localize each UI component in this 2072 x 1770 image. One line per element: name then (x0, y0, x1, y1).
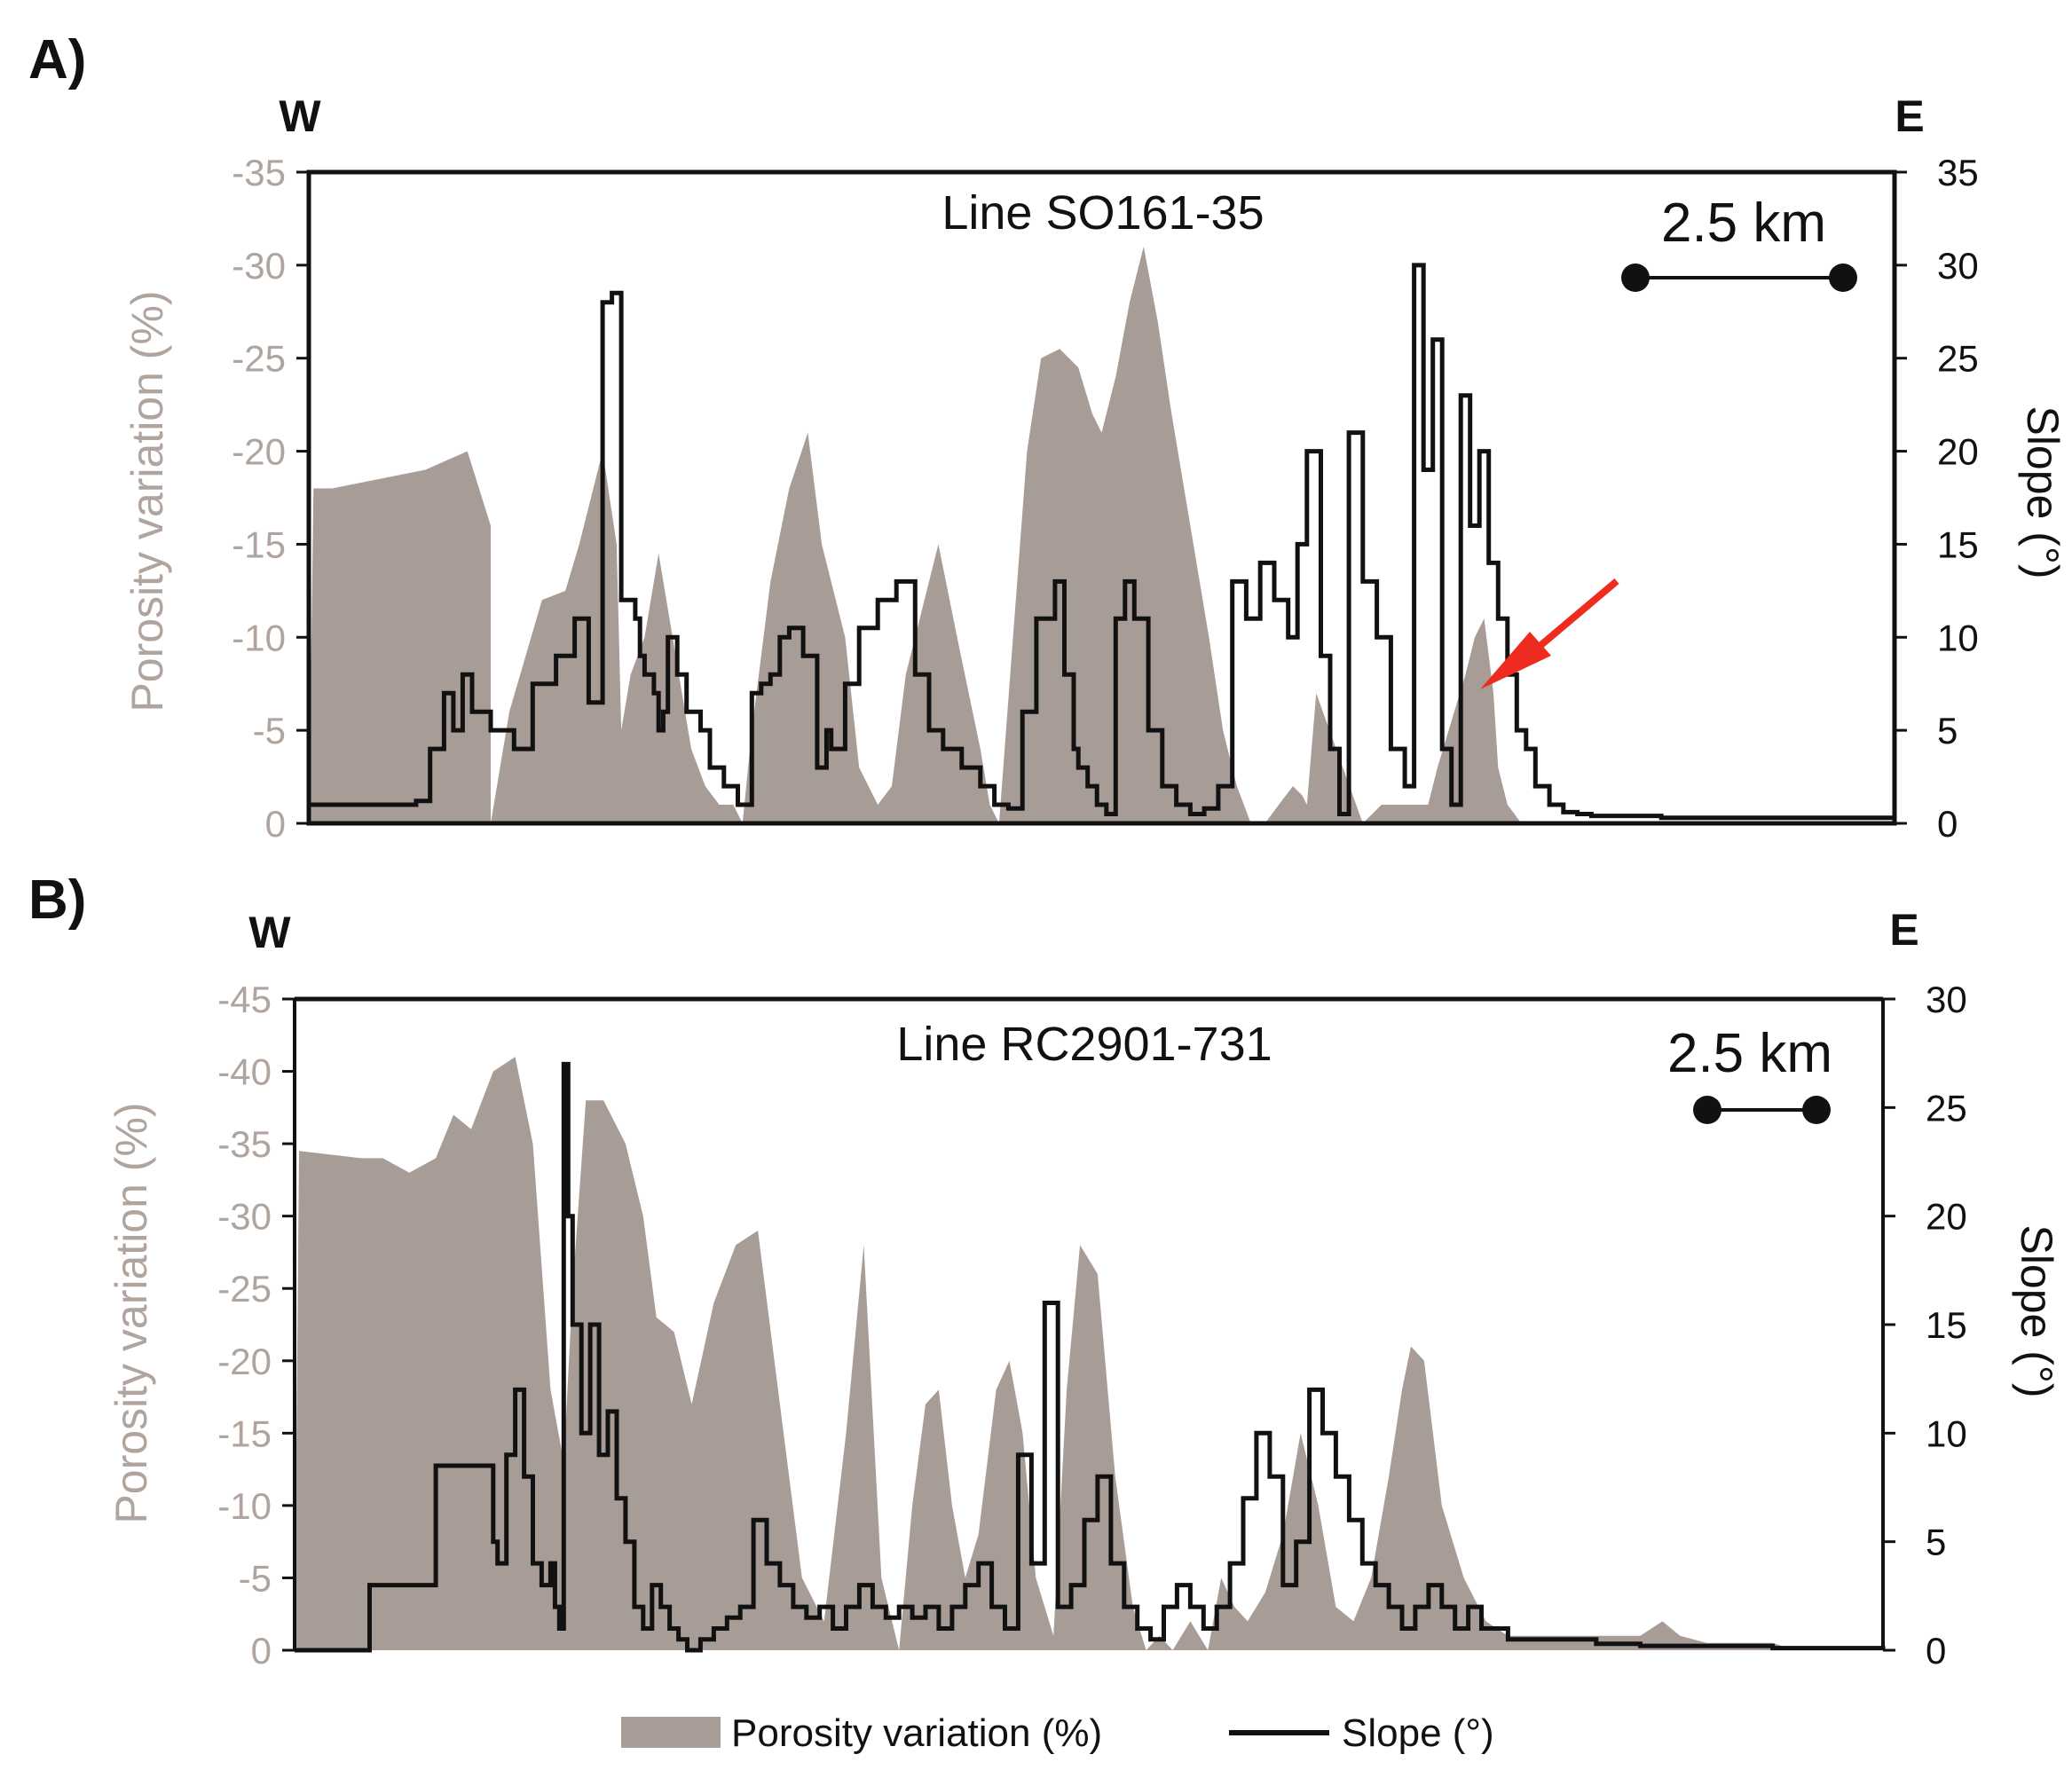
panel-a-left-ticks: -35 -30 -25 -20 -15 -10 -5 0 (232, 152, 309, 845)
right-tick-label: 25 (1937, 338, 1979, 380)
left-tick-label: -25 (217, 1268, 272, 1310)
panel-b-slope-line (295, 1061, 1886, 1653)
panel-a-west-label: W (279, 91, 321, 141)
panel-a: A) W E -35 -30 -25 -20 -15 -10 -5 0 35 30 25 20 15 1… (28, 29, 2068, 845)
right-tick-label: 25 (1926, 1087, 1967, 1129)
panel-a-slope-line (309, 263, 1895, 821)
left-tick-label: -10 (232, 617, 286, 658)
left-tick-label: 0 (251, 1630, 272, 1672)
panel-b-east-label: E (1889, 905, 1918, 955)
panel-b-label: B) (28, 869, 86, 931)
legend: Porosity variation (%) Slope (°) (621, 1711, 1494, 1755)
left-tick-label: -15 (232, 523, 286, 565)
panel-a-plot-frame (306, 169, 1897, 826)
right-tick-label: 30 (1937, 245, 1979, 287)
left-tick-label: -10 (217, 1485, 272, 1527)
right-tick-label: 0 (1937, 803, 1958, 845)
legend-porosity-swatch (621, 1717, 721, 1748)
left-tick-label: -45 (217, 979, 272, 1020)
right-tick-label: 10 (1926, 1412, 1967, 1454)
panel-b-right-ticks: 30 25 20 15 10 5 0 (1883, 979, 1967, 1672)
legend-porosity-label: Porosity variation (%) (731, 1711, 1102, 1755)
left-tick-label: -5 (253, 710, 286, 751)
left-tick-label: -15 (217, 1412, 272, 1454)
left-tick-label: -20 (217, 1341, 272, 1382)
panel-b-west-label: W (248, 908, 291, 957)
panel-a-right-ticks: 35 30 25 20 15 10 5 0 (1895, 152, 1979, 845)
panel-a-scale-bar: 2.5 km (1621, 193, 1857, 292)
right-tick-label: 15 (1926, 1304, 1967, 1346)
panel-a-title: Line SO161-35 (941, 186, 1264, 240)
panel-b: B) W E -45 -40 -35 -30 -25 -20 -15 -10 -5 0 30 25 2… (28, 869, 2061, 1672)
right-tick-label: 35 (1937, 152, 1979, 193)
panel-a-scale-label: 2.5 km (1661, 193, 1826, 254)
panel-b-left-axis-label: Porosity variation (%) (106, 1102, 156, 1523)
left-tick-label: -25 (232, 338, 286, 380)
left-tick-label: 0 (265, 803, 286, 845)
panel-a-right-axis-label: Slope (°) (2018, 405, 2068, 578)
panel-a-left-axis-label: Porosity variation (%) (122, 290, 172, 712)
left-tick-label: -5 (239, 1557, 272, 1599)
panel-a-annotation-arrow (1480, 578, 1619, 689)
panel-b-scale-end-left (1693, 1096, 1721, 1124)
left-tick-label: -35 (232, 152, 286, 193)
panel-a-label: A) (28, 29, 86, 90)
panel-b-title: Line RC2901-731 (896, 1018, 1272, 1071)
right-tick-label: 20 (1937, 431, 1979, 473)
panel-a-east-label: E (1895, 91, 1924, 141)
panel-b-scale-bar: 2.5 km (1667, 1023, 1832, 1124)
arrow-head (1480, 632, 1551, 689)
panel-a-scale-end-right (1829, 264, 1857, 292)
panel-b-scale-label: 2.5 km (1667, 1023, 1832, 1084)
left-tick-label: -20 (232, 431, 286, 473)
legend-slope-label: Slope (°) (1342, 1711, 1494, 1755)
right-tick-label: 15 (1937, 523, 1979, 565)
right-tick-label: 10 (1937, 617, 1979, 658)
right-tick-label: 5 (1937, 710, 1958, 751)
panel-a-porosity-area (309, 246, 1895, 823)
panel-b-left-ticks: -45 -40 -35 -30 -25 -20 -15 -10 -5 0 (217, 979, 295, 1672)
right-tick-label: 0 (1926, 1630, 1946, 1672)
right-tick-label: 30 (1926, 979, 1967, 1020)
panel-b-scale-end-right (1802, 1096, 1831, 1124)
left-tick-label: -35 (217, 1123, 272, 1165)
left-tick-label: -30 (232, 245, 286, 287)
panel-b-porosity-area (295, 1057, 1883, 1650)
right-tick-label: 20 (1926, 1196, 1967, 1238)
panel-a-scale-end-left (1621, 264, 1650, 292)
panel-b-right-axis-label: Slope (°) (2012, 1224, 2061, 1397)
left-tick-label: -30 (217, 1196, 272, 1238)
right-tick-label: 5 (1926, 1522, 1946, 1563)
left-tick-label: -40 (217, 1051, 272, 1093)
